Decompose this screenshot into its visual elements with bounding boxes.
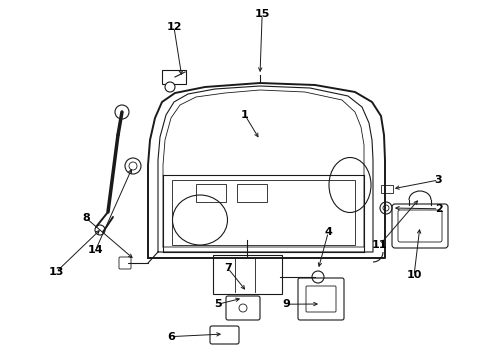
Text: 1: 1	[241, 110, 249, 120]
Circle shape	[312, 271, 324, 283]
Circle shape	[380, 202, 392, 214]
Text: 14: 14	[88, 245, 103, 255]
Bar	[237, 184, 267, 202]
Text: 6: 6	[168, 332, 175, 342]
Text: 13: 13	[49, 267, 64, 277]
Circle shape	[125, 158, 141, 174]
Text: 10: 10	[406, 270, 422, 280]
Text: 5: 5	[214, 299, 222, 309]
Text: 12: 12	[166, 22, 182, 32]
Text: 8: 8	[82, 213, 90, 223]
Circle shape	[95, 225, 105, 235]
Bar	[172, 180, 355, 245]
Text: 15: 15	[254, 9, 270, 19]
Text: 9: 9	[283, 299, 291, 309]
Bar	[196, 184, 226, 202]
Text: 3: 3	[435, 175, 442, 185]
Text: 2: 2	[435, 204, 442, 214]
Circle shape	[115, 105, 129, 119]
Text: 11: 11	[372, 240, 388, 250]
Text: 7: 7	[224, 263, 232, 273]
Circle shape	[165, 82, 175, 92]
Text: 4: 4	[324, 227, 332, 237]
